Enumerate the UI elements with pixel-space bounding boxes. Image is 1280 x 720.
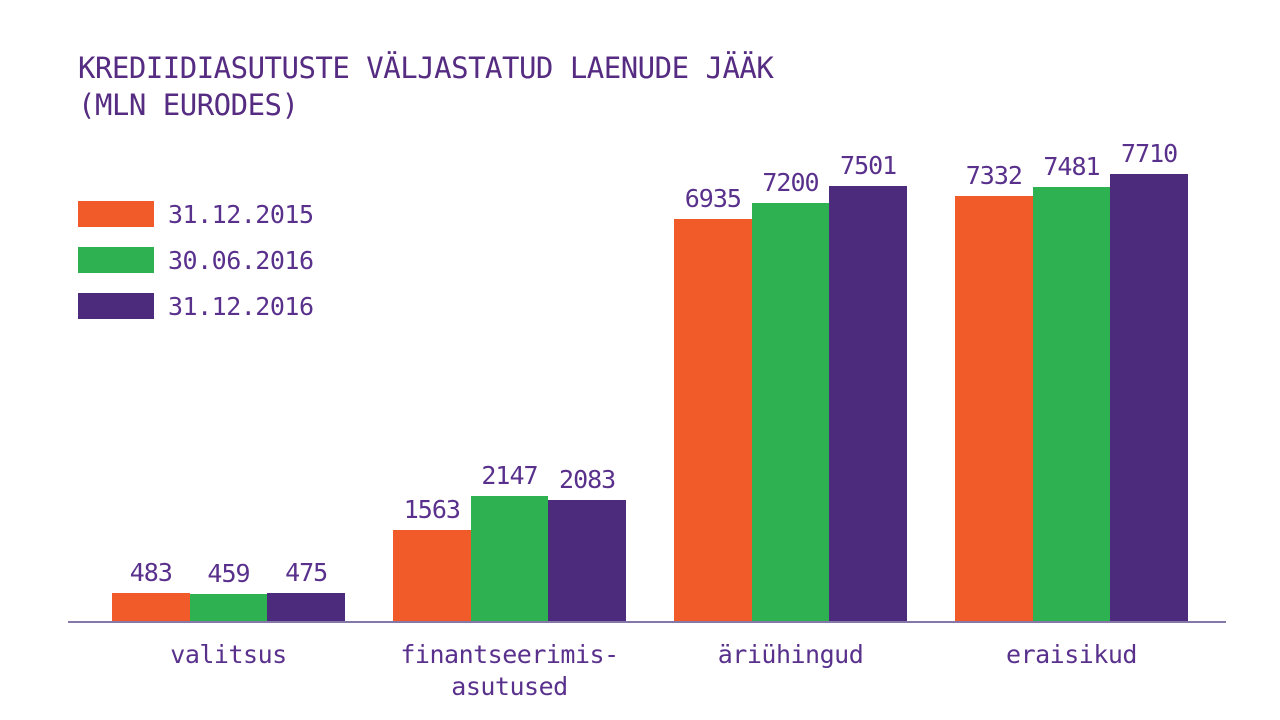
bar-series0-cat0 xyxy=(112,593,190,621)
bar-series1-cat2 xyxy=(751,203,830,621)
bar-value-label: 459 xyxy=(207,559,250,588)
bar-wrap-2-1: 7200 xyxy=(751,168,830,621)
bar-wrap-2-2: 7501 xyxy=(829,153,907,621)
legend-item-1: 30.06.2016 xyxy=(78,245,314,275)
bar-value-label: 475 xyxy=(285,558,328,587)
chart-title: KREDIIDIASUTUSTE VÄLJASTATUD LAENUDE JÄÄ… xyxy=(78,50,774,124)
bar-wrap-0-1: 459 xyxy=(189,559,268,621)
bar-value-label: 7710 xyxy=(1121,139,1178,168)
bar-value-label: 2083 xyxy=(559,465,616,494)
bar-series0-cat1 xyxy=(393,530,471,621)
bar-value-label: 7501 xyxy=(840,151,897,180)
bar-group-2: 6935 7200 7501 xyxy=(674,153,907,621)
bar-value-label: 2147 xyxy=(481,461,538,490)
bar-value-label: 1563 xyxy=(403,495,461,524)
legend-label-1: 30.06.2016 xyxy=(168,245,314,275)
bar-group-1: 1563 2147 2083 xyxy=(393,463,626,621)
x-axis-label-2: äriühingud xyxy=(717,640,864,669)
bar-group-3: 7332 7481 7710 xyxy=(955,141,1188,621)
bar-series1-cat1 xyxy=(470,496,549,621)
chart-title-line1: KREDIIDIASUTUSTE VÄLJASTATUD LAENUDE JÄÄ… xyxy=(78,51,774,85)
legend-swatch-1 xyxy=(78,247,154,273)
legend-swatch-2 xyxy=(78,293,154,319)
x-axis-label-3: eraisikud xyxy=(1006,640,1137,669)
bar-value-label: 6935 xyxy=(684,184,742,213)
bar-wrap-1-2: 2083 xyxy=(548,467,626,621)
bar-value-label: 7200 xyxy=(762,168,819,197)
bar-series2-cat3 xyxy=(1110,174,1188,621)
bar-series1-cat0 xyxy=(189,594,268,621)
bar-value-label: 483 xyxy=(129,558,173,587)
chart-subtitle: (MLN EURODES) xyxy=(78,88,299,122)
legend-item-0: 31.12.2015 xyxy=(78,199,314,229)
bar-wrap-2-0: 6935 xyxy=(674,186,752,621)
legend-label-0: 31.12.2015 xyxy=(168,199,314,229)
bar-series2-cat0 xyxy=(267,593,345,621)
bar-series2-cat1 xyxy=(548,500,626,621)
bar-group-0: 483 459 475 xyxy=(112,560,345,621)
legend-label-2: 31.12.2016 xyxy=(168,291,314,321)
bar-wrap-0-0: 483 xyxy=(112,560,190,621)
legend: 31.12.2015 30.06.2016 31.12.2016 xyxy=(78,199,314,339)
x-axis-line xyxy=(68,621,1226,623)
x-axis-label-1: finantseerimis- asutused xyxy=(400,640,619,701)
bar-series2-cat2 xyxy=(829,186,907,621)
legend-swatch-0 xyxy=(78,201,154,227)
bar-series1-cat3 xyxy=(1032,187,1111,621)
bar-value-label: 7481 xyxy=(1043,152,1100,181)
bar-wrap-1-1: 2147 xyxy=(470,461,549,621)
bar-series0-cat3 xyxy=(955,196,1033,621)
bar-wrap-3-1: 7481 xyxy=(1032,152,1111,621)
bar-value-label: 7332 xyxy=(965,161,1023,190)
bar-series0-cat2 xyxy=(674,219,752,621)
x-axis-label-0: valitsus xyxy=(170,640,287,669)
bar-wrap-0-2: 475 xyxy=(267,560,345,621)
legend-item-2: 31.12.2016 xyxy=(78,291,314,321)
bar-wrap-3-0: 7332 xyxy=(955,163,1033,621)
bar-wrap-3-2: 7710 xyxy=(1110,141,1188,621)
bar-wrap-1-0: 1563 xyxy=(393,497,471,621)
